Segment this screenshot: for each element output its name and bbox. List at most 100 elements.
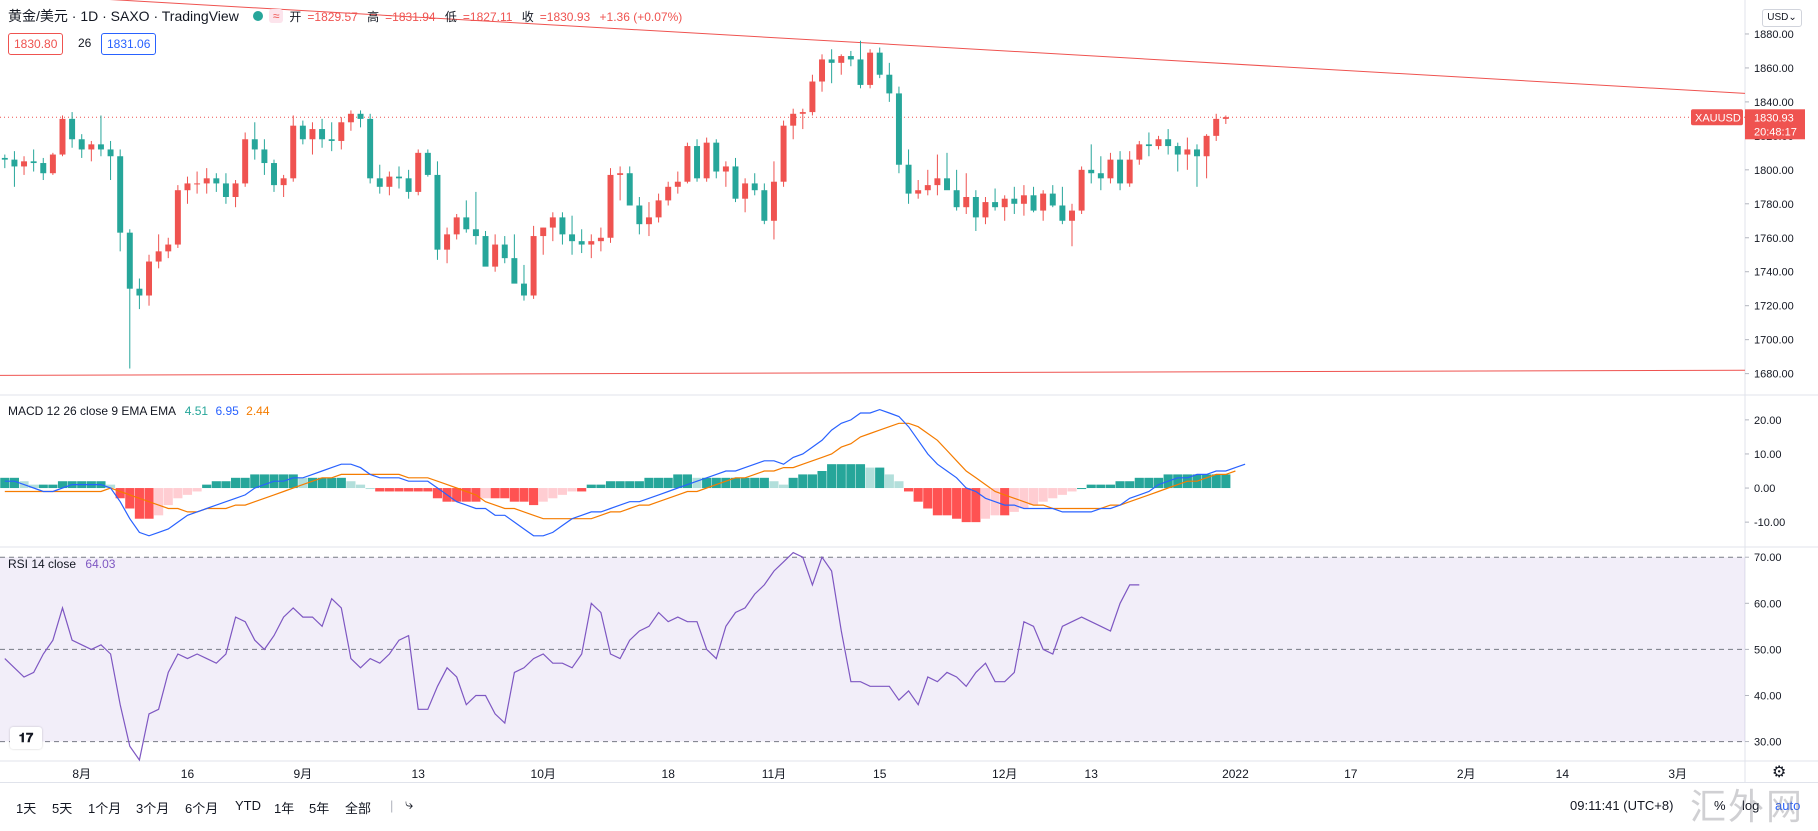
timeframe-1d[interactable]: 1天 (16, 801, 37, 816)
macd-histogram-bar (673, 474, 683, 489)
macd-histogram-bar (827, 464, 837, 489)
candle-body (165, 244, 172, 252)
log-toggle[interactable]: log (1742, 798, 1760, 813)
macd-histogram-bar (240, 477, 250, 489)
macd-histogram-bar (0, 477, 10, 489)
macd-histogram-bar (721, 477, 731, 489)
price-tick-label: 1740.00 (1754, 267, 1794, 279)
percent-toggle[interactable]: % (1714, 798, 1726, 813)
buy-price-button[interactable]: 1831.06 (101, 33, 157, 55)
clock-timezone[interactable]: 09:11:41 (UTC+8) (1570, 798, 1674, 813)
candle-body (319, 129, 326, 140)
macd-histogram-bar (875, 467, 885, 489)
spread-value: 26 (78, 36, 92, 50)
macd-histogram-bar (154, 488, 164, 516)
tradingview-logo-icon[interactable]: 𝟏𝟕 (10, 727, 42, 749)
price-tick-label: 1680.00 (1754, 369, 1794, 381)
candle-body (742, 183, 749, 199)
timeframe-1y[interactable]: 1年 (274, 801, 295, 816)
macd-histogram-bar (1144, 477, 1154, 489)
macd-histogram-bar (1202, 474, 1212, 489)
candle-body (886, 74, 893, 94)
site-watermark: 汇外网 (1690, 787, 1805, 828)
close-value: =1830.93 (539, 9, 591, 24)
timeframe-5d[interactable]: 5天 (52, 801, 73, 816)
candle-body (1145, 144, 1152, 147)
macd-title: MACD 12 26 close 9 EMA EMA (8, 404, 176, 418)
symbol-title[interactable]: 黄金/美元 · 1D · SAXO · TradingView (8, 8, 239, 24)
rsi-tick-label: 50.00 (1754, 644, 1782, 656)
candle-body (88, 144, 95, 150)
macd-histogram-bar (855, 464, 866, 489)
candle-body (290, 125, 297, 179)
candle-body (1174, 146, 1181, 155)
macd-histogram-bar (38, 484, 48, 489)
time-axis-label: 18 (662, 767, 676, 781)
symbol-tag-box (1691, 109, 1743, 126)
candle-body (482, 236, 489, 267)
macd-histogram-bar (1105, 484, 1116, 489)
candle-body (117, 156, 124, 233)
currency-label: USD (1767, 12, 1789, 23)
time-axis-label: 13 (1085, 767, 1099, 781)
macd-histogram-bar (163, 488, 173, 506)
macd-histogram-bar (394, 488, 404, 492)
open-value: =1829.57 (307, 9, 358, 24)
timeframe-6m[interactable]: 6个月 (185, 801, 219, 816)
timeframe-all[interactable]: 全部 (345, 801, 372, 816)
macd-histogram-bar (1048, 488, 1058, 499)
macd-legend[interactable]: MACD 12 26 close 9 EMA EMA 4.51 6.95 2.4… (8, 404, 270, 418)
candle-body (617, 173, 624, 175)
time-axis-label: 13 (412, 767, 426, 781)
macd-histogram-bar (942, 488, 952, 516)
timeframe-5y[interactable]: 5年 (309, 801, 330, 816)
macd-histogram-bar (798, 474, 808, 489)
settings-gear-icon[interactable]: ⚙ (1772, 764, 1787, 781)
symbol-legend: 黄金/美元 · 1D · SAXO · TradingView ≈ 开 =1829… (8, 6, 694, 26)
auto-toggle[interactable]: auto (1775, 798, 1801, 813)
date-range-icon[interactable]: ⤷ (405, 796, 414, 813)
candle-body (1194, 149, 1200, 157)
candle-body (501, 244, 508, 259)
last-price-tag (1745, 109, 1805, 140)
timeframe-ytd[interactable]: YTD (235, 798, 261, 813)
candle-body (1059, 205, 1066, 221)
macd-histogram-bar (144, 488, 154, 519)
candle-body (588, 241, 595, 245)
candle-body (1078, 169, 1085, 211)
macd-tick-label: 0.00 (1754, 483, 1775, 495)
candle-body (453, 217, 460, 235)
macd-histogram-bar (500, 488, 510, 499)
time-axis-label: 2月 (1457, 767, 1476, 781)
currency-select[interactable]: USD⌄ (1762, 9, 1802, 27)
rsi-legend[interactable]: RSI 14 close 64.03 (8, 557, 115, 571)
time-axis-label: 3月 (1668, 767, 1687, 781)
candle-body (857, 59, 864, 85)
macd-histogram-bar (615, 481, 625, 489)
macd-histogram-bar (57, 481, 68, 489)
candle-body (549, 217, 556, 228)
time-axis-label: 16 (181, 767, 195, 781)
close-label: 收 (521, 9, 534, 24)
macd-histogram-bar (586, 484, 596, 489)
timeframe-3m[interactable]: 3个月 (136, 801, 170, 816)
macd-histogram-bar (557, 488, 568, 495)
high-label: 高 (367, 9, 380, 24)
rsi-value: 64.03 (85, 557, 116, 571)
candle-body (1107, 159, 1114, 179)
candle-body (309, 129, 316, 140)
candle-body (184, 183, 191, 191)
candle-body (261, 149, 268, 164)
macd-histogram-bar (1086, 484, 1096, 489)
macd-histogram-bar (1000, 488, 1010, 516)
timeframe-1m[interactable]: 1个月 (88, 801, 122, 816)
chart-canvas[interactable]: 1680.001700.001720.001740.001760.001780.… (0, 0, 1818, 782)
candle-body (1222, 117, 1229, 119)
sell-price-button[interactable]: 1830.80 (8, 33, 64, 55)
trendline-support (0, 369, 1746, 376)
candle-body (328, 139, 335, 141)
indicator-chip-icon[interactable]: ≈ (268, 9, 284, 23)
candle-body (1155, 139, 1162, 147)
macd-hist-value: 4.51 (184, 404, 209, 418)
candle-body (645, 217, 652, 225)
